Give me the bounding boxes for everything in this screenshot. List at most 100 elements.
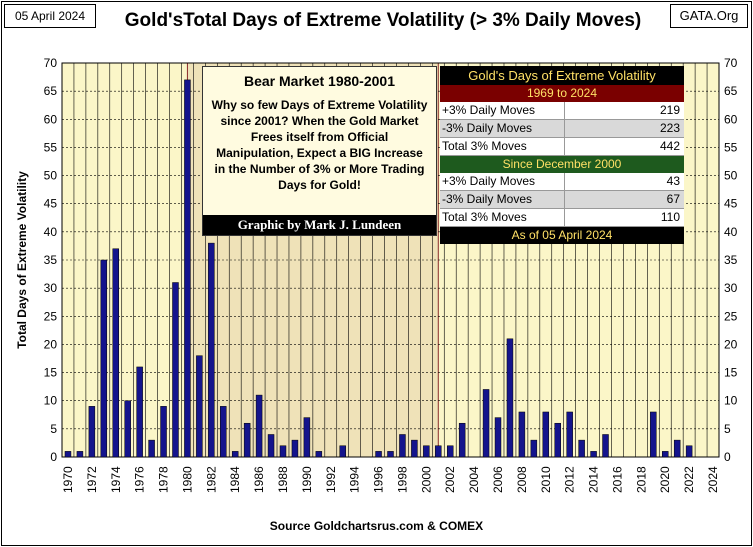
bar (196, 355, 203, 458)
chart-title: Gold'sTotal Days of Extreme Volatility (… (124, 10, 642, 31)
y-tick-label-left: 40 (44, 225, 58, 239)
stats-row-value: 442 (659, 139, 680, 153)
x-tick-label: 1984 (228, 466, 242, 493)
stats-title: Gold's Days of Extreme Volatility (440, 66, 684, 85)
bar (423, 445, 430, 458)
y-tick-label-right: 15 (724, 366, 738, 380)
bar (267, 434, 275, 458)
graphic-credit: Graphic by Mark J. Lundeen (203, 215, 436, 235)
stats-row-label: -3% Daily Moves (440, 120, 565, 137)
source-caption: Source Goldchartsrus.com & COMEX (269, 519, 484, 533)
x-tick-label: 2024 (706, 466, 720, 493)
y-tick-label-left: 30 (44, 281, 58, 295)
bar (590, 451, 597, 458)
x-tick-label: 2016 (610, 466, 624, 493)
bar (530, 439, 538, 458)
y-tick-label-left: 35 (44, 253, 58, 267)
site-label: GATA.Org (670, 4, 748, 28)
x-tick-label: 2006 (491, 466, 505, 493)
bar (172, 282, 179, 458)
y-tick-label-left: 15 (44, 366, 58, 380)
bar (88, 406, 96, 458)
bar (399, 434, 406, 458)
bar (303, 417, 311, 458)
y-tick-label-right: 0 (724, 450, 731, 464)
bar (291, 439, 299, 458)
y-tick-label-right: 70 (724, 56, 738, 70)
x-tick-label: 2004 (467, 466, 481, 493)
stats-row: +3% Daily Moves 43 (440, 173, 684, 191)
x-tick-label: 1970 (61, 466, 75, 493)
y-tick-label-right: 5 (724, 422, 731, 436)
stats-row-label: +3% Daily Moves (440, 173, 565, 190)
stats-row-value: 223 (659, 121, 680, 135)
bar (339, 445, 346, 458)
stats-row: +3% Daily Moves 219 (440, 102, 684, 120)
x-tick-label: 1996 (372, 466, 386, 493)
bar (518, 411, 526, 458)
y-tick-label-right: 45 (724, 197, 738, 211)
bar (685, 445, 693, 458)
stats-row-value: 67 (666, 192, 680, 206)
bar (387, 451, 394, 458)
x-tick-label: 1998 (395, 466, 409, 493)
bar (482, 389, 490, 458)
bar (566, 411, 573, 458)
y-tick-label-left: 45 (44, 197, 58, 211)
y-tick-label-left: 50 (44, 169, 58, 183)
volatility-stats-table: Gold's Days of Extreme Volatility 1969 t… (440, 66, 684, 244)
x-tick-label: 1980 (180, 466, 194, 493)
x-tick-label: 1988 (276, 466, 290, 493)
stats-row: -3% Daily Moves 67 (440, 191, 684, 209)
stats-row: Total 3% Moves 442 (440, 138, 684, 156)
bar (243, 422, 251, 458)
bar (542, 411, 550, 458)
bar (554, 422, 561, 458)
bar (578, 439, 585, 458)
bar (279, 445, 287, 458)
date-label: 05 April 2024 (4, 4, 96, 28)
x-tick-label: 1992 (324, 466, 338, 493)
bar (506, 338, 514, 458)
y-tick-label-left: 25 (44, 309, 58, 323)
period-1969-2024-header: 1969 to 2024 (440, 85, 684, 102)
y-tick-label-right: 55 (724, 140, 738, 154)
period-since-2000-header: Since December 2000 (440, 156, 684, 173)
bar (184, 79, 191, 458)
y-tick-label-left: 5 (50, 422, 57, 436)
bar (231, 451, 239, 458)
bar (446, 445, 454, 458)
x-tick-label: 1986 (252, 466, 266, 493)
stats-row-label: -3% Daily Moves (440, 191, 565, 208)
bear-market-text: Why so few Days of Extreme Volatility si… (211, 98, 428, 192)
bar (64, 451, 72, 458)
stats-row-value: 43 (666, 174, 680, 188)
stats-row-value: 219 (659, 103, 680, 117)
bar (148, 439, 155, 458)
bear-market-note: Bear Market 1980-2001 Why so few Days of… (202, 66, 437, 236)
y-tick-label-left: 20 (44, 337, 58, 351)
bar (375, 451, 382, 458)
x-tick-label: 1972 (85, 466, 99, 493)
y-tick-label-left: 60 (44, 112, 58, 126)
bear-market-title: Bear Market 1980-2001 (244, 73, 395, 89)
x-tick-label: 2018 (634, 466, 648, 493)
y-tick-label-left: 10 (44, 394, 58, 408)
stats-row: Total 3% Moves 110 (440, 209, 684, 227)
x-tick-label: 1976 (133, 466, 147, 493)
bar (494, 417, 502, 458)
bar (208, 242, 215, 458)
bar (136, 366, 143, 458)
y-tick-label-right: 65 (724, 84, 738, 98)
bar (100, 259, 108, 458)
y-tick-label-right: 10 (724, 394, 738, 408)
x-tick-label: 1978 (157, 466, 171, 493)
bar (255, 394, 263, 458)
stats-row-label: Total 3% Moves (440, 138, 565, 155)
y-tick-label-right: 60 (724, 112, 738, 126)
y-tick-label-left: 70 (44, 56, 58, 70)
bar (435, 445, 442, 458)
x-tick-label: 1990 (300, 466, 314, 493)
as-of-date: As of 05 April 2024 (440, 227, 684, 244)
bar (124, 400, 131, 458)
